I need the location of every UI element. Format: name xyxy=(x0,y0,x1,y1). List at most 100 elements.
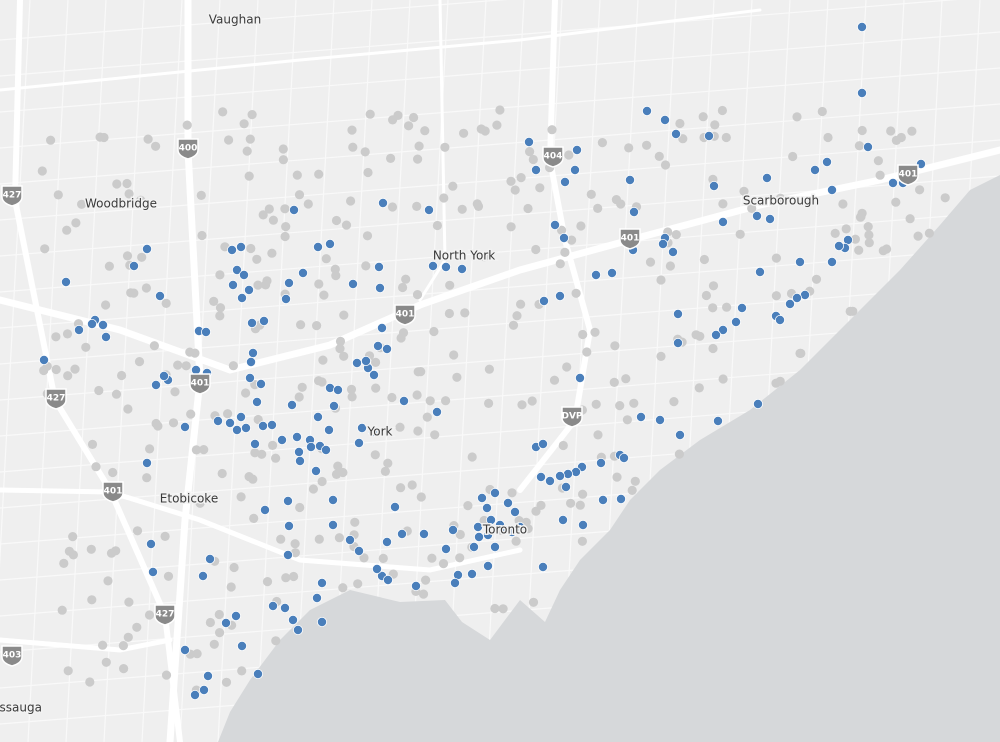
street xyxy=(103,0,145,742)
station-dot-active xyxy=(312,411,323,422)
station-dot-inactive xyxy=(845,306,855,316)
station-dot-inactive xyxy=(593,430,603,440)
station-dot-active xyxy=(235,241,246,252)
station-dot-inactive xyxy=(395,422,405,432)
station-dot-inactive xyxy=(506,176,516,186)
station-dot-inactive xyxy=(228,361,238,371)
station-dot-inactive xyxy=(264,204,274,214)
station-dot-inactive xyxy=(771,253,782,263)
station-dot-inactive xyxy=(330,264,340,274)
street xyxy=(255,0,297,742)
station-dot-inactive xyxy=(81,342,91,352)
station-dot-inactive xyxy=(508,320,519,330)
place-label: Mississauga xyxy=(0,701,42,715)
station-dot-inactive xyxy=(590,327,600,337)
shield-shape xyxy=(619,228,641,250)
station-dot-active xyxy=(282,495,293,506)
station-dot-active xyxy=(545,475,556,486)
station-dot-inactive xyxy=(558,440,568,451)
station-dot-inactive xyxy=(278,144,288,154)
station-dot-inactive xyxy=(441,396,451,406)
station-dot-inactive xyxy=(163,571,174,581)
station-dot-inactive xyxy=(775,376,785,386)
station-dot-inactive xyxy=(718,199,728,209)
station-dot-active xyxy=(39,354,50,365)
station-dot-inactive xyxy=(339,351,349,361)
station-dot-inactive xyxy=(362,231,373,241)
station-dot-active xyxy=(827,256,838,267)
station-dot-inactive xyxy=(191,445,201,455)
station-dot-inactive xyxy=(476,124,486,134)
station-dot-inactive xyxy=(582,347,592,357)
station-dot-inactive xyxy=(281,573,291,583)
station-dot-inactive xyxy=(642,140,652,150)
station-dot-inactive xyxy=(205,617,215,628)
station-dot-active xyxy=(212,415,223,426)
station-dot-active xyxy=(485,515,496,526)
station-dot-active xyxy=(381,537,392,548)
station-dot-active xyxy=(785,298,796,309)
station-dot-inactive xyxy=(99,132,109,143)
station-dot-inactive xyxy=(512,311,522,321)
place-label: North York xyxy=(433,249,495,263)
station-dot-inactive xyxy=(161,670,172,680)
station-dot-active xyxy=(765,213,776,224)
station-dot-active xyxy=(158,370,169,381)
station-dot-inactive xyxy=(334,533,344,543)
station-dot-inactive xyxy=(796,348,806,358)
station-dot-active xyxy=(243,284,254,295)
station-dot-inactive xyxy=(124,597,134,607)
station-dot-inactive xyxy=(143,134,153,144)
station-dot-inactive xyxy=(333,461,343,471)
station-dot-active xyxy=(558,515,569,526)
station-dot-active xyxy=(288,204,299,215)
station-dot-inactive xyxy=(108,467,118,478)
station-dot-inactive xyxy=(85,677,95,687)
station-dot-inactive xyxy=(850,234,861,244)
station-dot-inactive xyxy=(348,142,358,152)
shield-shape xyxy=(154,604,176,626)
station-dot-inactive xyxy=(708,343,718,354)
station-dot-inactive xyxy=(409,112,419,123)
station-dot-active xyxy=(810,164,821,175)
station-dot-active xyxy=(311,593,322,604)
station-dot-inactive xyxy=(557,225,567,235)
shield-label: 400 xyxy=(179,144,198,154)
station-dot-active xyxy=(292,625,303,636)
station-dot-active xyxy=(360,355,371,366)
station-dot-inactive xyxy=(59,558,69,569)
station-dot-inactive xyxy=(317,476,327,487)
station-dot-active xyxy=(276,434,287,445)
station-dot-inactive xyxy=(318,355,328,365)
station-dot-active xyxy=(87,318,98,329)
station-dot-inactive xyxy=(413,154,423,164)
station-dot-inactive xyxy=(237,666,247,676)
station-dot-inactive xyxy=(268,215,278,225)
station-dot-inactive xyxy=(236,492,246,502)
station-dot-inactive xyxy=(718,374,728,384)
station-dot-inactive xyxy=(708,281,719,291)
station-dot-active xyxy=(259,504,270,515)
station-dot-active xyxy=(598,494,609,505)
station-dot-inactive xyxy=(124,189,134,199)
station-dot-active xyxy=(226,244,237,255)
station-dot-inactive xyxy=(245,134,255,144)
station-dot-inactive xyxy=(151,141,161,151)
station-dot-active xyxy=(377,197,388,208)
station-dot-inactive xyxy=(224,135,234,145)
station-dot-inactive xyxy=(473,201,484,211)
shield-label: 427 xyxy=(156,610,175,620)
station-dot-inactive xyxy=(445,280,455,290)
place-label: Toronto xyxy=(482,523,527,537)
station-dot-inactive xyxy=(271,636,281,646)
station-dot-inactive xyxy=(280,231,290,242)
station-dot-inactive xyxy=(735,229,745,239)
station-dot-active xyxy=(320,444,331,455)
station-dot-inactive xyxy=(698,112,708,122)
highway-shield: 400 xyxy=(177,138,199,160)
shield-shape xyxy=(102,481,124,503)
station-dot-active xyxy=(561,481,572,492)
station-dot-active xyxy=(328,400,339,411)
station-dot-active xyxy=(198,685,209,696)
